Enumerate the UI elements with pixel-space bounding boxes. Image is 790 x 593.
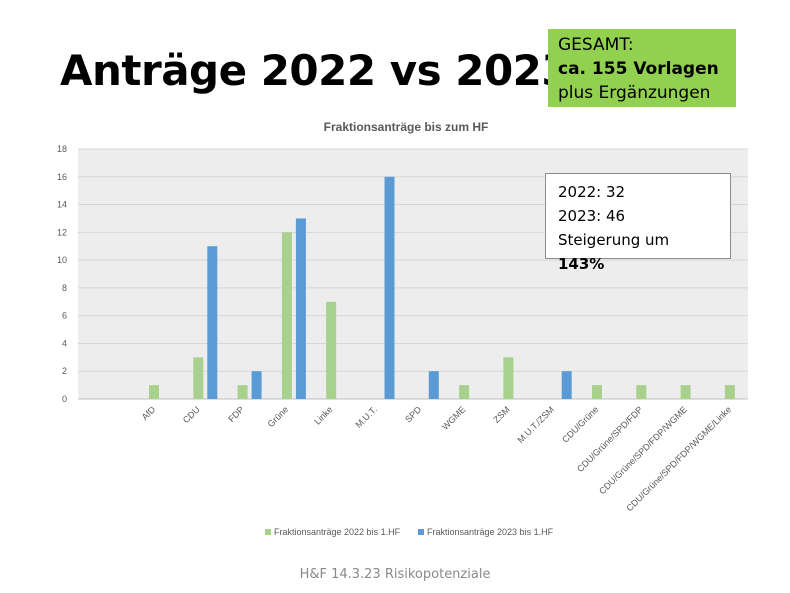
bar-2022 bbox=[326, 301, 337, 399]
comparison-box: 2022: 32 2023: 46 Steigerung um 143% bbox=[545, 173, 731, 273]
x-tick-label: AfD bbox=[140, 404, 158, 422]
summary-line-1: GESAMT: bbox=[558, 35, 634, 55]
y-tick-label: 10 bbox=[57, 255, 67, 265]
bar-2023 bbox=[207, 246, 218, 399]
y-tick-label: 6 bbox=[62, 311, 67, 321]
y-tick-label: 2 bbox=[62, 366, 67, 376]
x-tick-label: Linke bbox=[312, 404, 334, 426]
x-tick-label: CDU bbox=[181, 404, 202, 425]
bar-2022 bbox=[459, 385, 470, 399]
bar-2022 bbox=[680, 385, 691, 399]
bar-2023 bbox=[428, 371, 439, 399]
y-tick-label: 4 bbox=[62, 338, 67, 348]
bar-2022 bbox=[724, 385, 735, 399]
x-tick-label: FDP bbox=[226, 404, 246, 424]
bar-2022 bbox=[281, 232, 292, 399]
summary-line-2: ca. 155 Vorlagen bbox=[558, 59, 719, 79]
bar-chart: Fraktionsanträge bis zum HF 0 2 4 6 8 10 12 14 1… bbox=[57, 120, 748, 537]
y-tick-label: 16 bbox=[57, 172, 67, 182]
x-tick-label: ZSM bbox=[491, 404, 512, 425]
y-tick-label: 18 bbox=[57, 144, 67, 154]
summary-box: GESAMT: ca. 155 Vorlagen plus Ergänzunge… bbox=[548, 29, 736, 107]
comparison-percent: 143% bbox=[558, 255, 605, 273]
chart-title: Fraktionsanträge bis zum HF bbox=[324, 120, 489, 134]
y-tick-label: 14 bbox=[57, 200, 67, 210]
y-tick-label: 8 bbox=[62, 283, 67, 293]
legend-swatch-2023 bbox=[418, 529, 424, 535]
bar-2023 bbox=[384, 176, 395, 399]
x-tick-label: WGME bbox=[440, 404, 468, 432]
comparison-line-2: 2023: 46 bbox=[558, 207, 626, 225]
comparison-line-1: 2022: 32 bbox=[558, 183, 626, 201]
x-tick-label: M.U.T./ZSM bbox=[515, 404, 556, 445]
x-tick-label: CDU/Grüne bbox=[560, 404, 600, 444]
x-tick-label: M.U.T. bbox=[353, 404, 378, 429]
bar-2023 bbox=[561, 371, 572, 399]
comparison-line-3: Steigerung um 143% bbox=[558, 228, 718, 276]
bar-2023 bbox=[295, 218, 306, 399]
x-tick-label: SPD bbox=[403, 404, 424, 425]
bar-2022 bbox=[636, 385, 647, 399]
bar-2022 bbox=[592, 385, 602, 399]
bar-2022 bbox=[237, 385, 248, 399]
y-tick-label: 0 bbox=[62, 394, 67, 404]
y-tick-label: 12 bbox=[57, 227, 67, 237]
legend-label-2022: Fraktionsanträge 2022 bis 1.HF bbox=[274, 527, 401, 537]
x-tick-label: CDU/Grüne/SPD/FDP/WGME bbox=[597, 404, 689, 496]
slide-footer: H&F 14.3.23 Risikopotenziale bbox=[299, 567, 491, 582]
summary-line-3: plus Ergänzungen bbox=[558, 83, 711, 103]
bar-2022 bbox=[193, 357, 204, 399]
comparison-prefix: Steigerung um bbox=[558, 231, 670, 249]
legend-label-2023: Fraktionsanträge 2023 bis 1.HF bbox=[427, 527, 554, 537]
slide-title: Anträge 2022 vs 2023 bbox=[60, 46, 571, 95]
bar-2022 bbox=[503, 357, 514, 399]
legend-swatch-2022 bbox=[265, 529, 271, 535]
bar-2023 bbox=[251, 371, 262, 399]
bar-2022 bbox=[149, 385, 159, 399]
x-tick-label: Grüne bbox=[266, 404, 291, 429]
